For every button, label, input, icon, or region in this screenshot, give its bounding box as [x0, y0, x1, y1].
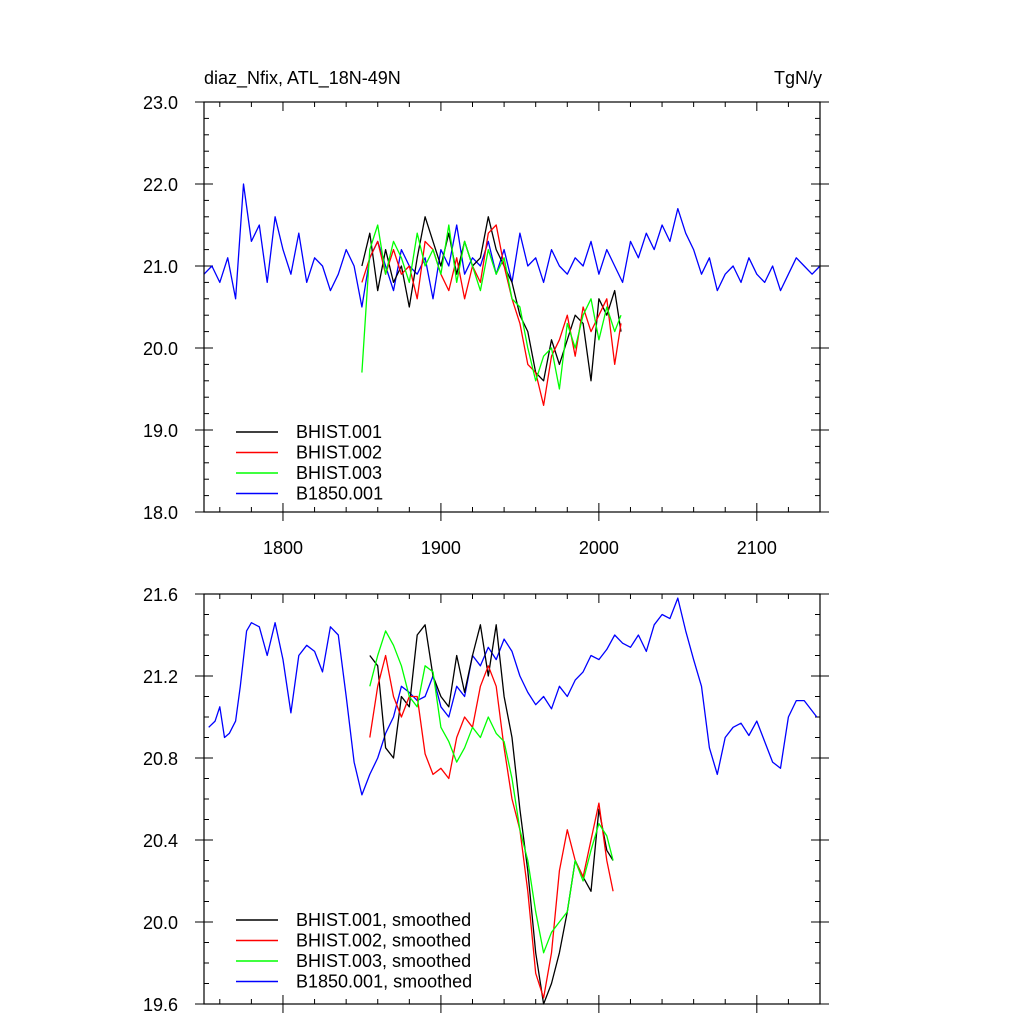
- panel-top-series: [203, 183, 821, 407]
- x-tick-label: 1800: [263, 538, 303, 558]
- panel-bottom-ticks: 19.6 20.0 20.4 20.8 21.2 21.6: [143, 585, 829, 1015]
- y-tick-label: 22.0: [143, 175, 178, 195]
- y-tick-label: 19.6: [143, 995, 178, 1015]
- y-tick-label: 20.8: [143, 749, 178, 769]
- series-line-b1850-001-smoothed: [208, 597, 818, 796]
- panel-top-frame: [203, 101, 821, 513]
- legend-label: B1850.001, smoothed: [296, 972, 472, 992]
- y-tick-label: 21.0: [143, 257, 178, 277]
- y-tick-label: 19.0: [143, 421, 178, 441]
- legend-label: B1850.001: [296, 484, 383, 504]
- y-tick-label: 20.4: [143, 831, 178, 851]
- legend-label: BHIST.002: [296, 443, 382, 463]
- y-tick-label: 20.0: [143, 339, 178, 359]
- x-tick-label: 1900: [421, 538, 461, 558]
- series-line-bhist-003-smoothed: [369, 630, 614, 954]
- x-tick-label: 2000: [579, 538, 619, 558]
- series-line-bhist-001: [361, 216, 622, 382]
- y-tick-label: 18.0: [143, 503, 178, 523]
- legend-label: BHIST.001: [296, 422, 382, 442]
- y-tick-label: 21.2: [143, 667, 178, 687]
- panel-top: diaz_Nfix, ATL_18N-49N TgN/y 1800 1900 200…: [143, 68, 829, 558]
- y-tick-label: 23.0: [143, 93, 178, 113]
- panel-top-title-right: TgN/y: [774, 68, 822, 88]
- panel-bottom-frame: [203, 593, 821, 1005]
- y-tick-label: 20.0: [143, 913, 178, 933]
- y-tick-label: 21.6: [143, 585, 178, 605]
- series-line-bhist-002-smoothed: [369, 654, 614, 999]
- legend-label: BHIST.003: [296, 463, 382, 483]
- panel-top-title-left: diaz_Nfix, ATL_18N-49N: [204, 68, 401, 89]
- legend-label: BHIST.003, smoothed: [296, 951, 471, 971]
- legend-label: BHIST.001, smoothed: [296, 910, 471, 930]
- series-line-bhist-003: [361, 224, 622, 390]
- panel-top-ticks: 1800 1900 2000 2100 18.0 19.0 20.0 21.0 22.0 23.0: [143, 93, 829, 558]
- x-tick-label: 2100: [737, 538, 777, 558]
- series-line-b1850-001: [203, 183, 821, 308]
- panel-bottom: 19.6 20.0 20.4 20.8 21.2 21.6 BHIST.001, smoo…: [143, 585, 829, 1015]
- panel-bottom-series: [208, 597, 818, 1005]
- legend-label: BHIST.002, smoothed: [296, 931, 471, 951]
